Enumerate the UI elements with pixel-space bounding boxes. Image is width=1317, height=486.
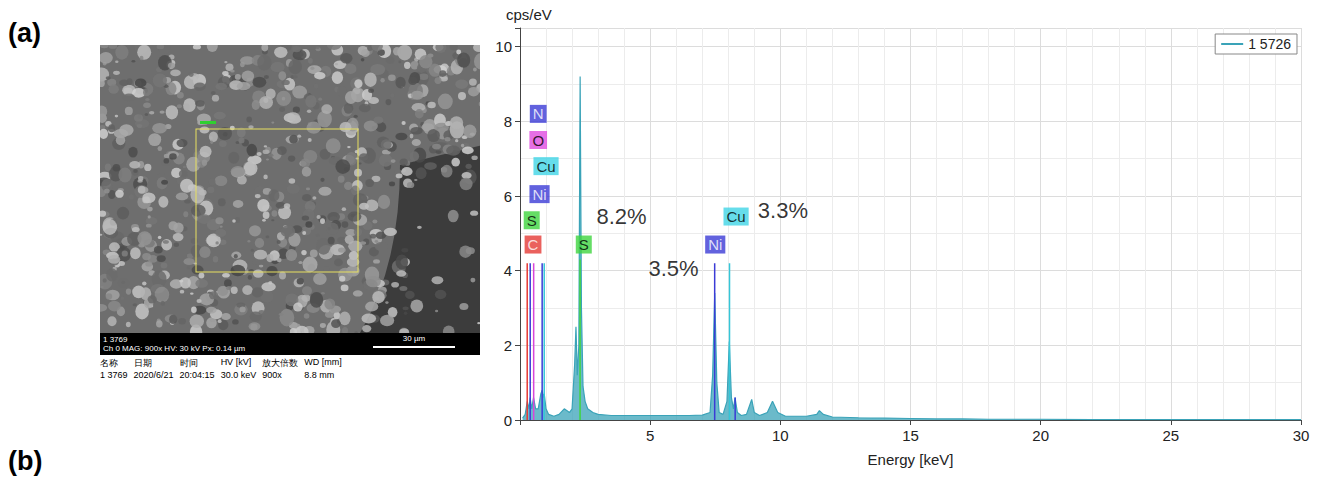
html-text:1 3769: 1 3769: [103, 335, 128, 344]
html-text:时间: 时间: [179, 358, 198, 368]
svg-text:S: S: [579, 236, 589, 253]
html-text:20:04:15: 20:04:15: [179, 370, 215, 380]
svg-text:cps/eV: cps/eV: [506, 6, 552, 23]
html-text:30 µm: 30 µm: [402, 334, 426, 343]
svg-text:Cu: Cu: [536, 158, 555, 175]
svg-text:Ni: Ni: [708, 236, 722, 253]
svg-text:6: 6: [504, 188, 512, 205]
html-text:HV [kV]: HV [kV]: [220, 357, 252, 367]
svg-text:C: C: [528, 236, 539, 253]
html-text:1 3769: 1 3769: [100, 370, 128, 380]
svg-text:0: 0: [504, 412, 512, 429]
html-text:(a): (a): [8, 18, 41, 48]
svg-text:Ni: Ni: [532, 186, 546, 203]
svg-text:15: 15: [902, 427, 919, 444]
svg-text:10: 10: [495, 38, 512, 55]
html-text:WD [mm]: WD [mm]: [304, 357, 342, 367]
svg-text:20: 20: [1032, 427, 1049, 444]
svg-text:4: 4: [504, 262, 512, 279]
svg-text:2: 2: [504, 337, 512, 354]
svg-text:1 5726: 1 5726: [1248, 36, 1291, 52]
html-text:名称: 名称: [100, 358, 118, 368]
svg-text:S: S: [527, 212, 537, 229]
html-text:放大倍数: 放大倍数: [262, 358, 299, 368]
html-text:8.8 mm: 8.8 mm: [304, 370, 335, 380]
svg-text:25: 25: [1162, 427, 1179, 444]
html-text:日期: 日期: [133, 358, 152, 368]
html-text:2020/6/21: 2020/6/21: [133, 370, 174, 380]
html-text:Ch 0 MAG: 900x HV: 30 kV Px: 0: Ch 0 MAG: 900x HV: 30 kV Px: 0.14 µm: [103, 344, 246, 353]
svg-text:10: 10: [772, 427, 789, 444]
svg-text:3.3%: 3.3%: [758, 198, 808, 223]
svg-text:O: O: [532, 132, 544, 149]
svg-text:8: 8: [504, 113, 512, 130]
svg-text:3.5%: 3.5%: [649, 256, 699, 281]
svg-text:5: 5: [646, 427, 654, 444]
svg-text:30: 30: [1293, 427, 1310, 444]
svg-text:N: N: [533, 105, 544, 122]
html-text:30.0 keV: 30.0 keV: [220, 370, 257, 380]
html-text:900x: 900x: [262, 370, 282, 380]
svg-text:8.2%: 8.2%: [596, 204, 646, 229]
html-text:(b): (b): [8, 446, 43, 476]
svg-text:Cu: Cu: [726, 208, 745, 225]
svg-text:Energy [keV]: Energy [keV]: [868, 451, 954, 468]
